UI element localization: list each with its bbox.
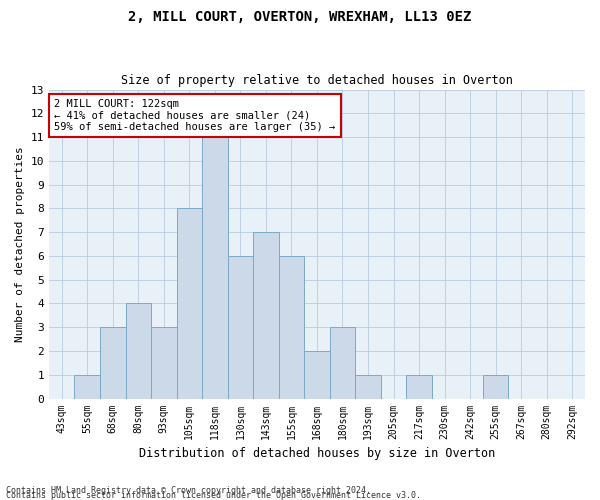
Text: 2 MILL COURT: 122sqm
← 41% of detached houses are smaller (24)
59% of semi-detac: 2 MILL COURT: 122sqm ← 41% of detached h…	[54, 99, 335, 132]
Title: Size of property relative to detached houses in Overton: Size of property relative to detached ho…	[121, 74, 513, 87]
Y-axis label: Number of detached properties: Number of detached properties	[15, 146, 25, 342]
Bar	[125, 304, 151, 398]
Bar	[176, 208, 202, 398]
Bar	[74, 375, 100, 398]
Bar	[278, 256, 304, 398]
Bar	[253, 232, 278, 398]
Bar	[355, 375, 381, 398]
X-axis label: Distribution of detached houses by size in Overton: Distribution of detached houses by size …	[139, 447, 495, 460]
Bar	[151, 327, 176, 398]
Text: 2, MILL COURT, OVERTON, WREXHAM, LL13 0EZ: 2, MILL COURT, OVERTON, WREXHAM, LL13 0E…	[128, 10, 472, 24]
Text: Contains public sector information licensed under the Open Government Licence v3: Contains public sector information licen…	[6, 491, 421, 500]
Bar	[483, 375, 508, 398]
Bar	[304, 351, 330, 399]
Text: Contains HM Land Registry data © Crown copyright and database right 2024.: Contains HM Land Registry data © Crown c…	[6, 486, 371, 495]
Bar	[406, 375, 432, 398]
Bar	[100, 327, 125, 398]
Bar	[330, 327, 355, 398]
Bar	[227, 256, 253, 398]
Bar	[202, 137, 227, 398]
